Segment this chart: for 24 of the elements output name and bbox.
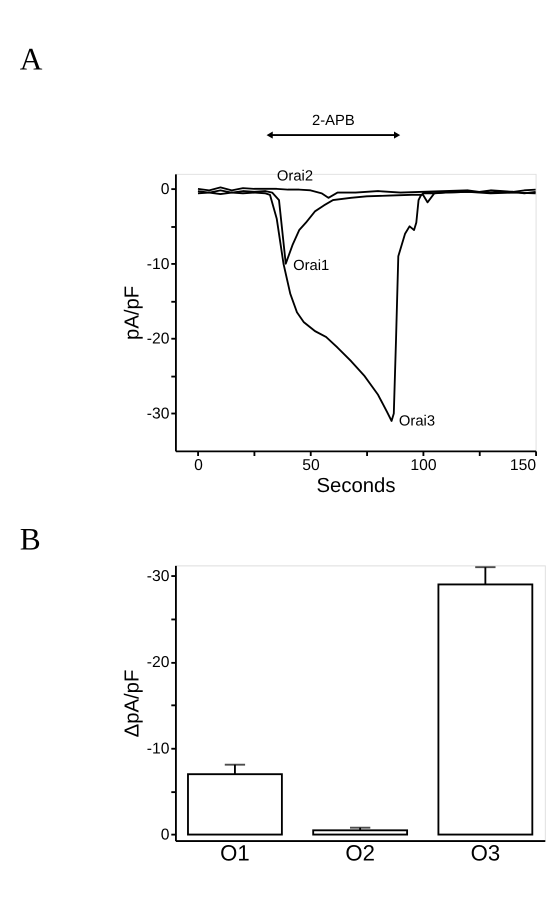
x-tick-label: O1 (220, 840, 250, 866)
x-tick-label: 0 (194, 456, 204, 474)
y-tick-label: -30 (146, 568, 170, 585)
y-tick-label: -30 (146, 406, 170, 423)
x-tick-label: 150 (510, 456, 536, 474)
y-tick-label: -20 (146, 654, 170, 672)
y-tick-label: -10 (146, 256, 170, 273)
chart-title: B (20, 522, 41, 557)
text: 2-APB (312, 112, 355, 129)
y-tick-label: 0 (160, 180, 170, 198)
y-axis-title: ΔpA/pF (121, 670, 144, 738)
x-tick-label: 50 (302, 456, 320, 474)
x-axis-title: Seconds (316, 475, 396, 498)
chart-title: A (20, 42, 43, 77)
y-tick-label: 0 (160, 826, 170, 844)
annotation: Orai2 (276, 168, 314, 185)
y-tick-label: -10 (146, 740, 170, 758)
x-tick-label: 100 (410, 456, 437, 474)
y-axis-title: pA/pF (121, 286, 144, 340)
x-tick-label: O2 (345, 840, 375, 866)
annotation: Orai1 (293, 258, 330, 274)
annotation: Orai3 (398, 414, 436, 430)
x-tick-label: O3 (470, 840, 500, 866)
y-tick-label: -20 (146, 330, 170, 348)
